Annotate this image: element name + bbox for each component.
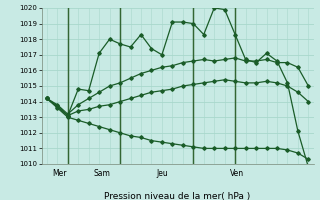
Text: Jeu: Jeu: [157, 169, 168, 178]
Text: Ven: Ven: [230, 169, 244, 178]
Text: Pression niveau de la mer( hPa ): Pression niveau de la mer( hPa ): [104, 192, 251, 200]
Text: Mer: Mer: [52, 169, 67, 178]
Text: Sam: Sam: [94, 169, 111, 178]
